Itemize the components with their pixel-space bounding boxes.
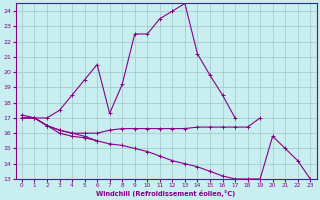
X-axis label: Windchill (Refroidissement éolien,°C): Windchill (Refroidissement éolien,°C) xyxy=(96,190,236,197)
